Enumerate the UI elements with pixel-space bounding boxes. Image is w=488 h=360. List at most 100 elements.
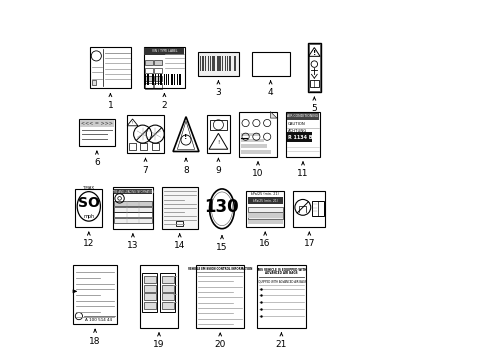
Bar [222,56,223,71]
Text: VEHICLE EMISSION CONTROL INFORMATION: VEHICLE EMISSION CONTROL INFORMATION [187,267,252,271]
Text: !: ! [217,140,219,145]
Bar [216,56,218,71]
Bar [247,207,282,212]
Text: CAUTION: CAUTION [287,122,305,126]
Bar [201,56,203,71]
Bar [218,56,219,71]
Bar [145,76,152,81]
Text: A 100 514 44: A 100 514 44 [85,318,112,322]
Bar [213,56,214,71]
Text: 1: 1 [107,101,113,110]
Text: 16: 16 [259,239,270,248]
Bar [151,74,152,85]
Bar [197,52,239,76]
Bar [200,56,201,71]
Text: 3: 3 [215,88,221,97]
Bar [92,80,96,85]
Bar [143,293,156,300]
Ellipse shape [209,189,234,229]
Bar [162,302,174,309]
Bar [153,74,154,85]
Bar [247,220,282,224]
Bar [164,74,165,85]
Bar [203,56,204,71]
Text: ACHTUNG: ACHTUNG [287,129,307,132]
Bar [155,74,156,85]
Bar [180,74,181,85]
Text: kPa/25 (min. 21): kPa/25 (min. 21) [252,199,277,203]
Text: 2: 2 [161,101,167,110]
Bar [174,74,175,85]
Bar [285,112,320,157]
Bar [154,68,162,73]
Text: R 1134 B: R 1134 B [287,135,312,140]
Bar [154,76,162,81]
Bar [211,56,212,71]
Text: !: ! [131,121,133,125]
Bar [206,115,230,153]
Bar [140,144,146,150]
Text: kPa/25 (min. 21): kPa/25 (min. 21) [251,192,279,196]
Bar [158,74,159,85]
Bar [209,120,227,130]
Bar [226,56,227,71]
Text: THIS VEHICLE IS EQUIPPED WITH: THIS VEHICLE IS EQUIPPED WITH [256,267,306,271]
Text: 9: 9 [215,166,221,175]
Bar [241,133,259,136]
Bar [140,265,178,328]
Bar [143,47,185,88]
Text: 14: 14 [174,241,185,250]
Bar [247,197,282,204]
Bar [307,43,321,92]
Bar [114,189,152,194]
Text: AIR CONDITIONING: AIR CONDITIONING [287,114,318,118]
Bar [162,276,174,283]
Bar [246,191,284,227]
Bar [146,74,147,85]
Bar [143,284,156,292]
Bar [308,44,320,91]
Bar [73,265,117,324]
Bar [241,144,267,148]
Text: <<< = >>>: <<< = >>> [81,121,113,126]
Bar [145,74,146,85]
Bar [176,221,183,226]
Text: !: ! [312,50,315,56]
Bar [220,56,221,71]
Bar [143,276,156,283]
Bar [160,273,175,312]
Text: EQUIPPED WITH ADVANCED AIR BAGS: EQUIPPED WITH ADVANCED AIR BAGS [256,280,305,284]
Bar [241,150,270,154]
Bar [79,119,115,146]
Bar [113,187,152,229]
Bar [208,56,209,71]
Bar [179,74,180,85]
Text: 6: 6 [94,158,100,167]
Text: !: ! [184,134,187,140]
Text: 11: 11 [297,169,308,178]
Bar [162,284,174,292]
Bar [247,213,282,218]
Bar [230,56,231,71]
Text: 130: 130 [204,198,239,216]
Text: 18: 18 [89,337,101,346]
Bar [129,144,136,150]
Bar [196,265,244,328]
Bar [152,144,159,150]
Text: SO: SO [78,196,100,210]
Bar [127,115,163,153]
Bar [148,74,149,85]
Bar [114,201,151,206]
Bar [257,265,305,328]
Bar [311,201,323,216]
Text: mph: mph [83,214,94,219]
Bar [89,47,131,88]
Bar [177,74,178,85]
Bar [286,113,319,120]
Bar [162,293,174,300]
Text: 5: 5 [311,104,317,113]
Bar [209,56,211,71]
Bar [161,74,162,85]
Bar [309,80,318,87]
Text: 12: 12 [83,239,94,248]
